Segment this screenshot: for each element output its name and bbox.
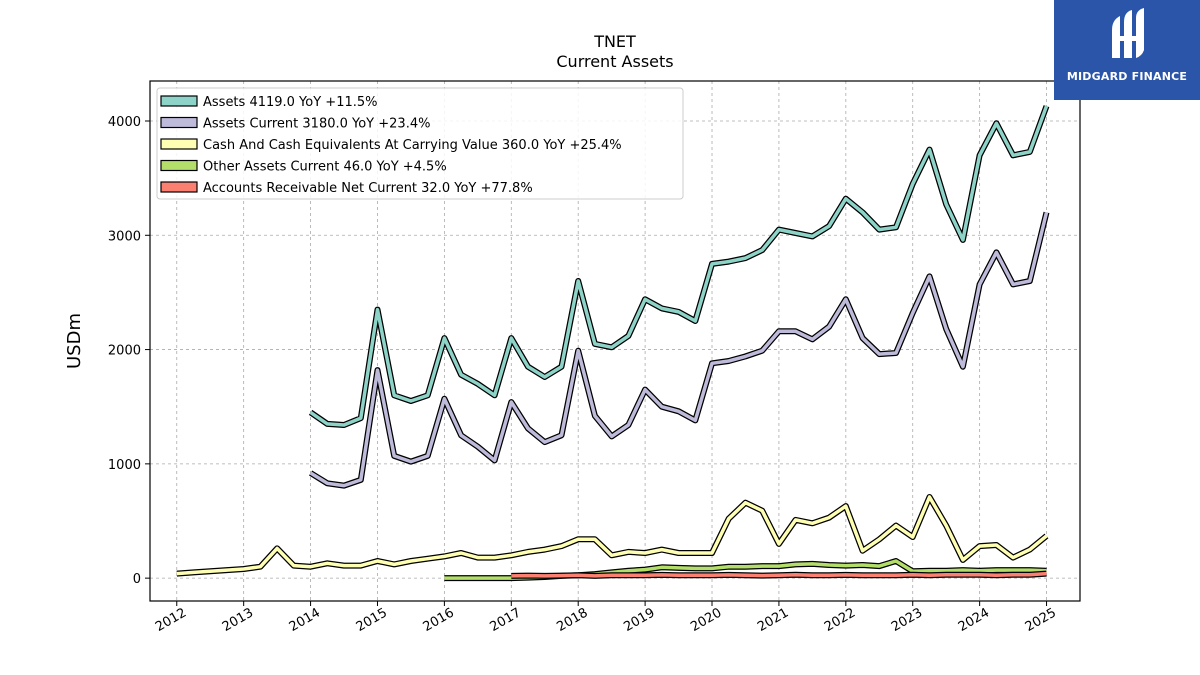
y-tick-label: 4000 — [108, 115, 141, 130]
x-tick-label: 2025 — [1023, 605, 1059, 635]
chart-subtitle: Current Assets — [556, 52, 673, 71]
series-4 — [511, 570, 1047, 579]
y-tick-label: 1000 — [108, 458, 141, 473]
x-tick-label: 2016 — [421, 605, 457, 635]
x-tick-label: 2014 — [287, 605, 323, 635]
x-tick-label: 2018 — [554, 605, 590, 635]
legend-label: Accounts Receivable Net Current 32.0 YoY… — [203, 181, 533, 196]
y-tick-label: 3000 — [108, 229, 141, 244]
x-tick-label: 2012 — [153, 605, 189, 635]
series-line-outline — [176, 494, 1049, 577]
series-0 — [308, 105, 1050, 428]
legend-swatch — [160, 181, 198, 193]
legend-swatch — [160, 116, 198, 129]
logo-text: MIDGARD FINANCE — [1066, 70, 1188, 83]
series-1 — [309, 211, 1050, 489]
y-tick-label: 0 — [133, 572, 141, 587]
legend-label: Assets Current 3180.0 YoY +23.4% — [203, 117, 430, 132]
series-line — [309, 211, 1049, 488]
series-lines — [176, 105, 1050, 582]
legend-label: Cash And Cash Equivalents At Carrying Va… — [203, 138, 622, 153]
series-line — [511, 571, 1047, 578]
series-line — [176, 495, 1048, 576]
y-tick-label: 2000 — [108, 344, 141, 359]
legend-label: Assets 4119.0 YoY +11.5% — [203, 95, 378, 110]
x-tick-label: 2020 — [688, 605, 724, 635]
legend-swatch — [160, 95, 198, 107]
x-tick-label: 2023 — [889, 605, 925, 635]
legend: Assets 4119.0 YoY +11.5% Assets Current 3… — [156, 87, 684, 200]
legend-swatch — [160, 138, 198, 150]
chart-title: TNET — [593, 32, 636, 51]
logo-mark-icon — [1112, 8, 1144, 58]
x-tick-label: 2013 — [220, 605, 256, 635]
plot-frame — [149, 80, 1081, 602]
series-2 — [176, 494, 1049, 577]
x-tick-label: 2021 — [755, 605, 791, 635]
legend-swatch — [160, 159, 198, 172]
y-axis-label: USDm — [64, 313, 85, 369]
midgard-finance-logo: MIDGARD FINANCE — [1054, 0, 1200, 100]
series-line — [309, 105, 1049, 427]
x-tick-label: 2019 — [621, 605, 657, 635]
x-tick-label: 2024 — [956, 605, 992, 635]
x-tick-label: 2022 — [822, 605, 858, 635]
x-tick-label: 2015 — [354, 605, 390, 635]
series-line-outline — [309, 211, 1050, 489]
legend-box — [156, 87, 684, 200]
legend-label: Other Assets Current 46.0 YoY +4.5% — [203, 160, 447, 175]
x-tick-label: 2017 — [488, 605, 524, 635]
